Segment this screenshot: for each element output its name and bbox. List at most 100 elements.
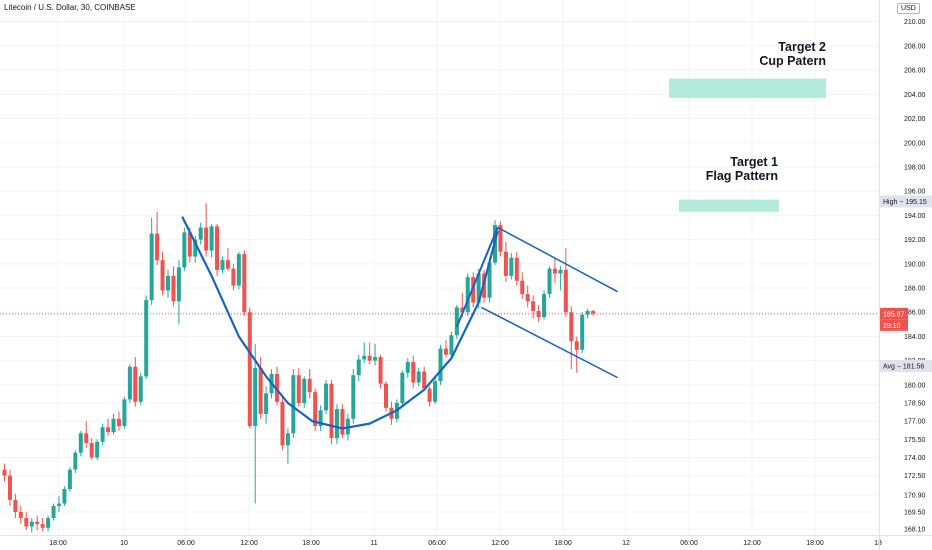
candle xyxy=(84,421,89,448)
candle-body xyxy=(367,355,372,361)
candle xyxy=(547,266,552,298)
pattern-drawings[interactable] xyxy=(181,216,618,430)
candle xyxy=(231,263,236,291)
candle xyxy=(427,386,432,407)
target-zone-2[interactable] xyxy=(669,78,826,98)
candle xyxy=(378,354,383,389)
x-tick-label: 13 xyxy=(874,540,882,547)
candle-body xyxy=(307,378,312,393)
candle-body xyxy=(356,359,361,376)
candles xyxy=(2,203,596,533)
candle xyxy=(111,413,116,435)
candle-body xyxy=(149,233,154,301)
candle xyxy=(78,430,83,457)
candle-body xyxy=(46,518,51,528)
x-tick-label: 12 xyxy=(622,540,630,547)
candle xyxy=(340,404,345,439)
candle xyxy=(127,364,132,404)
candle xyxy=(138,372,143,406)
candle-body xyxy=(520,280,525,295)
y-tick-label: 204.00 xyxy=(904,92,926,99)
avg-tag-text: Avg − 181.56 xyxy=(883,363,924,370)
candle xyxy=(400,370,405,406)
flag-upper-line[interactable] xyxy=(497,226,618,293)
candle-body xyxy=(433,381,438,402)
candle-body xyxy=(116,418,121,427)
candle xyxy=(106,418,111,436)
candle xyxy=(367,342,372,365)
candle xyxy=(438,344,443,385)
candle xyxy=(275,366,279,406)
candle-body xyxy=(198,227,203,240)
target-2-label[interactable]: Target 2 Cup Patern xyxy=(700,40,826,68)
high-tag: High − 195.15 xyxy=(880,195,932,208)
candle-body xyxy=(476,273,481,303)
cup-curve[interactable] xyxy=(181,216,499,430)
candle xyxy=(503,242,508,282)
candle xyxy=(7,469,12,506)
candle-body xyxy=(209,226,214,251)
y-tick-label: 172.50 xyxy=(904,473,926,480)
candle xyxy=(465,273,470,316)
candle-body xyxy=(416,371,421,383)
candle-body xyxy=(215,226,220,270)
candle-body xyxy=(204,227,209,251)
candle-body xyxy=(18,511,23,519)
currency-button[interactable]: USD xyxy=(897,3,920,14)
x-tick-label: 12:00 xyxy=(743,540,761,547)
candle xyxy=(291,369,296,439)
candle xyxy=(362,342,367,364)
candle xyxy=(307,369,312,399)
candle-body xyxy=(35,521,40,525)
candle-body xyxy=(509,257,514,276)
candle-body xyxy=(291,375,296,434)
candle-body xyxy=(547,268,552,295)
candle-body xyxy=(503,251,508,276)
candle xyxy=(13,493,18,519)
y-tick-label: 198.00 xyxy=(904,164,926,171)
candle-body xyxy=(100,427,105,442)
candle xyxy=(416,367,421,387)
candle-body xyxy=(411,361,416,383)
target-zones xyxy=(669,78,826,212)
candle-body xyxy=(373,357,378,361)
candle xyxy=(329,380,334,445)
candle-body xyxy=(111,418,116,433)
candle xyxy=(585,308,590,319)
y-tick-label: 210.00 xyxy=(904,19,926,26)
candle xyxy=(2,463,7,482)
y-tick-label: 175.50 xyxy=(904,437,926,444)
candle-body xyxy=(24,518,29,527)
price-tags: High − 195.15 Avg − 181.56 185.87 29:10 xyxy=(880,195,932,372)
target-zone-1[interactable] xyxy=(679,199,779,212)
candle-body xyxy=(465,277,470,313)
x-tick-label: 18:00 xyxy=(49,540,67,547)
candle-body xyxy=(29,521,34,527)
candle xyxy=(166,269,170,298)
flag-lower-line[interactable] xyxy=(481,306,618,379)
candle-body xyxy=(514,257,519,281)
candle xyxy=(454,304,459,339)
candle xyxy=(373,343,378,366)
candle xyxy=(220,256,225,274)
candle xyxy=(498,221,503,257)
y-tick-label: 180.00 xyxy=(904,382,926,389)
candle-body xyxy=(62,488,67,504)
candle xyxy=(35,515,40,531)
candle-body xyxy=(460,307,465,313)
candle-body xyxy=(427,388,432,402)
candle-body xyxy=(57,503,61,506)
candle xyxy=(296,367,301,407)
x-tick-label: 12:00 xyxy=(240,540,258,547)
flag-pole[interactable] xyxy=(455,227,499,328)
y-tick-label: 188.00 xyxy=(904,286,926,293)
candle xyxy=(264,386,269,424)
target-1-label[interactable]: Target 1 Flag Pattern xyxy=(650,155,778,183)
candle-body xyxy=(569,312,574,342)
candle xyxy=(225,248,230,272)
candle xyxy=(324,380,329,414)
candle-body xyxy=(133,366,138,402)
candle xyxy=(51,503,56,521)
